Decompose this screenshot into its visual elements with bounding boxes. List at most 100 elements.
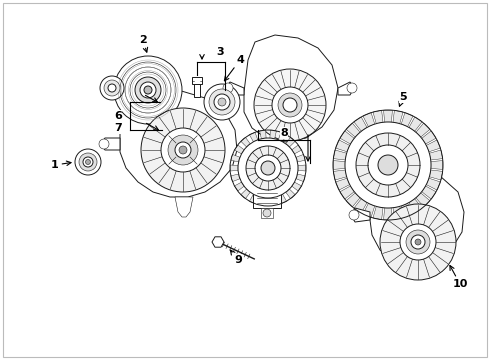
Text: 3: 3 (216, 47, 224, 57)
Text: 5: 5 (399, 92, 407, 106)
Circle shape (345, 122, 431, 208)
Circle shape (272, 87, 308, 123)
Circle shape (267, 153, 277, 163)
Circle shape (83, 157, 93, 167)
Circle shape (144, 86, 152, 94)
Polygon shape (278, 194, 287, 204)
Text: 7: 7 (114, 123, 122, 133)
Circle shape (278, 93, 302, 117)
Circle shape (261, 161, 275, 175)
Polygon shape (363, 113, 375, 127)
Polygon shape (101, 138, 120, 150)
Circle shape (223, 83, 233, 93)
Polygon shape (333, 170, 346, 180)
Polygon shape (249, 132, 258, 142)
Polygon shape (194, 84, 200, 97)
Circle shape (406, 230, 430, 254)
Polygon shape (422, 186, 436, 199)
Circle shape (218, 98, 226, 106)
Circle shape (368, 145, 408, 185)
Polygon shape (401, 113, 413, 127)
Polygon shape (426, 140, 441, 152)
Polygon shape (346, 123, 360, 137)
Polygon shape (338, 82, 354, 95)
Polygon shape (429, 170, 442, 180)
Polygon shape (393, 111, 403, 123)
Text: 4: 4 (224, 55, 244, 81)
Polygon shape (354, 199, 367, 213)
Circle shape (114, 56, 182, 124)
Polygon shape (393, 206, 403, 220)
Polygon shape (230, 165, 238, 171)
Polygon shape (296, 174, 305, 181)
Polygon shape (120, 90, 237, 197)
Circle shape (349, 210, 359, 220)
Polygon shape (333, 150, 346, 160)
Polygon shape (429, 150, 442, 160)
Polygon shape (340, 186, 354, 199)
Circle shape (140, 82, 156, 98)
Circle shape (100, 76, 124, 100)
Polygon shape (235, 145, 244, 154)
Circle shape (255, 155, 281, 181)
Polygon shape (384, 208, 392, 220)
Circle shape (400, 224, 436, 260)
Polygon shape (292, 145, 301, 154)
Circle shape (204, 84, 240, 120)
Polygon shape (192, 77, 202, 84)
Polygon shape (416, 123, 430, 137)
Polygon shape (401, 203, 413, 217)
Polygon shape (416, 193, 430, 207)
Polygon shape (384, 110, 392, 122)
Circle shape (175, 142, 191, 158)
Text: 1: 1 (51, 160, 71, 170)
Polygon shape (286, 189, 295, 199)
Polygon shape (292, 182, 301, 191)
Polygon shape (409, 199, 422, 213)
Polygon shape (336, 178, 350, 190)
Circle shape (209, 89, 235, 115)
Circle shape (347, 83, 357, 93)
Circle shape (356, 133, 420, 197)
Circle shape (79, 153, 97, 171)
Polygon shape (370, 170, 464, 264)
Polygon shape (231, 154, 240, 162)
Circle shape (214, 94, 230, 110)
Circle shape (99, 139, 109, 149)
Polygon shape (426, 178, 441, 190)
Polygon shape (363, 203, 375, 217)
Polygon shape (373, 206, 383, 220)
Circle shape (380, 204, 456, 280)
Polygon shape (409, 117, 422, 131)
Circle shape (283, 98, 297, 112)
Polygon shape (244, 35, 338, 142)
Circle shape (135, 77, 161, 103)
Polygon shape (286, 138, 295, 147)
Circle shape (161, 128, 205, 172)
Circle shape (179, 146, 187, 154)
Polygon shape (431, 161, 443, 170)
Text: 8: 8 (280, 128, 288, 138)
Polygon shape (270, 130, 276, 139)
Polygon shape (260, 197, 266, 206)
Polygon shape (231, 174, 240, 181)
Circle shape (411, 235, 425, 249)
Polygon shape (336, 140, 350, 152)
Text: 6: 6 (114, 111, 122, 121)
Polygon shape (270, 197, 276, 206)
Polygon shape (212, 237, 224, 247)
Polygon shape (298, 165, 306, 171)
Circle shape (378, 155, 398, 175)
Polygon shape (249, 194, 258, 204)
Text: 2: 2 (139, 35, 147, 52)
Polygon shape (333, 161, 345, 170)
Polygon shape (346, 193, 360, 207)
Circle shape (254, 69, 326, 141)
Polygon shape (241, 189, 250, 199)
Polygon shape (175, 197, 193, 217)
Polygon shape (373, 111, 383, 123)
Circle shape (238, 138, 298, 198)
Polygon shape (351, 208, 370, 222)
Circle shape (415, 239, 421, 245)
Circle shape (75, 149, 101, 175)
